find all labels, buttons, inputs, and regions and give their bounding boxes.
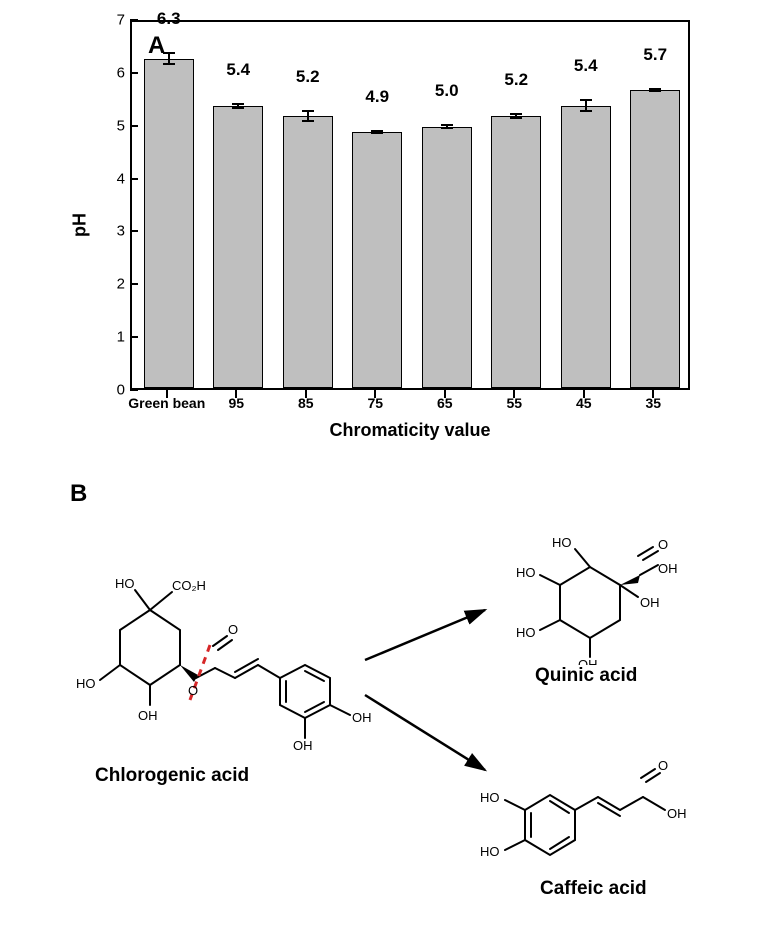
molecule-chlorogenic-acid: HO CO₂H HO OH O O OH OH xyxy=(60,550,380,750)
svg-text:OH: OH xyxy=(640,595,660,610)
error-cap xyxy=(163,63,175,65)
svg-text:O: O xyxy=(658,537,668,552)
bar-value-label: 5.4 xyxy=(561,56,611,76)
x-tick-mark xyxy=(444,390,446,398)
y-tick-label: 7 xyxy=(70,12,125,29)
panel-b: B xyxy=(60,480,710,910)
svg-text:OH: OH xyxy=(658,561,678,576)
panel-b-label: B xyxy=(70,480,87,508)
error-cap xyxy=(232,107,244,109)
panel-a: pH 01234567 6.35.45.24.95.05.25.45.7 A G… xyxy=(70,10,700,440)
bar-value-label: 4.9 xyxy=(352,87,402,107)
bar-value-label: 5.2 xyxy=(283,67,333,87)
svg-text:CO₂H: CO₂H xyxy=(172,578,206,593)
svg-text:OH: OH xyxy=(293,738,313,750)
bar-value-label: 5.0 xyxy=(422,81,472,101)
molecule-quinic-acid: HO O OH OH HO HO OH xyxy=(490,515,690,665)
error-cap xyxy=(371,132,383,134)
svg-text:O: O xyxy=(658,758,668,773)
error-cap xyxy=(232,103,244,105)
svg-text:HO: HO xyxy=(115,576,135,591)
y-tick-label: 2 xyxy=(70,276,125,293)
error-cap xyxy=(302,120,314,122)
label-chlorogenic-acid: Chlorogenic acid xyxy=(95,765,249,787)
svg-text:O: O xyxy=(228,622,238,637)
plot-area: 6.35.45.24.95.05.25.45.7 xyxy=(130,20,690,390)
x-tick-mark xyxy=(235,390,237,398)
arrow-to-quinic xyxy=(360,600,500,675)
error-cap xyxy=(302,110,314,112)
svg-text:HO: HO xyxy=(516,565,536,580)
bar xyxy=(561,106,611,388)
bar-value-label: 5.2 xyxy=(491,70,541,90)
error-cap xyxy=(580,110,592,112)
label-caffeic-acid: Caffeic acid xyxy=(540,878,647,900)
y-tick-label: 1 xyxy=(70,329,125,346)
y-tick-label: 6 xyxy=(70,64,125,81)
x-tick-mark xyxy=(652,390,654,398)
y-tick-label: 3 xyxy=(70,223,125,240)
bar xyxy=(630,90,680,388)
error-cap xyxy=(580,99,592,101)
label-quinic-acid: Quinic acid xyxy=(535,665,637,687)
bar xyxy=(213,106,263,388)
svg-text:HO: HO xyxy=(480,790,500,805)
y-tick-label: 0 xyxy=(70,382,125,399)
bar xyxy=(491,116,541,388)
x-tick-mark xyxy=(513,390,515,398)
svg-text:HO: HO xyxy=(516,625,536,640)
figure-page: pH 01234567 6.35.45.24.95.05.25.45.7 A G… xyxy=(0,0,759,926)
error-cap xyxy=(441,127,453,129)
bar xyxy=(144,59,194,388)
molecule-caffeic-acid: HO HO O OH xyxy=(470,740,710,880)
bar-value-label: 5.4 xyxy=(213,60,263,80)
bar xyxy=(422,127,472,388)
svg-text:HO: HO xyxy=(76,676,96,691)
x-tick-mark xyxy=(305,390,307,398)
bar-value-label: 5.7 xyxy=(630,45,680,65)
x-tick-mark xyxy=(166,390,168,398)
bar xyxy=(283,116,333,388)
svg-text:HO: HO xyxy=(480,844,500,859)
x-tick-mark xyxy=(583,390,585,398)
y-tick-label: 5 xyxy=(70,117,125,134)
x-axis-label: Chromaticity value xyxy=(130,420,690,441)
error-cap xyxy=(649,90,661,92)
svg-text:O: O xyxy=(188,683,198,698)
bar xyxy=(352,132,402,388)
y-tick-label: 4 xyxy=(70,170,125,187)
panel-a-label: A xyxy=(148,32,165,60)
error-cap xyxy=(510,117,522,119)
svg-text:OH: OH xyxy=(667,806,687,821)
svg-text:OH: OH xyxy=(138,708,158,723)
error-cap xyxy=(441,124,453,126)
error-cap xyxy=(510,113,522,115)
bar-value-label: 6.3 xyxy=(144,9,194,29)
svg-text:OH: OH xyxy=(578,657,598,665)
svg-text:HO: HO xyxy=(552,535,572,550)
x-tick-mark xyxy=(374,390,376,398)
